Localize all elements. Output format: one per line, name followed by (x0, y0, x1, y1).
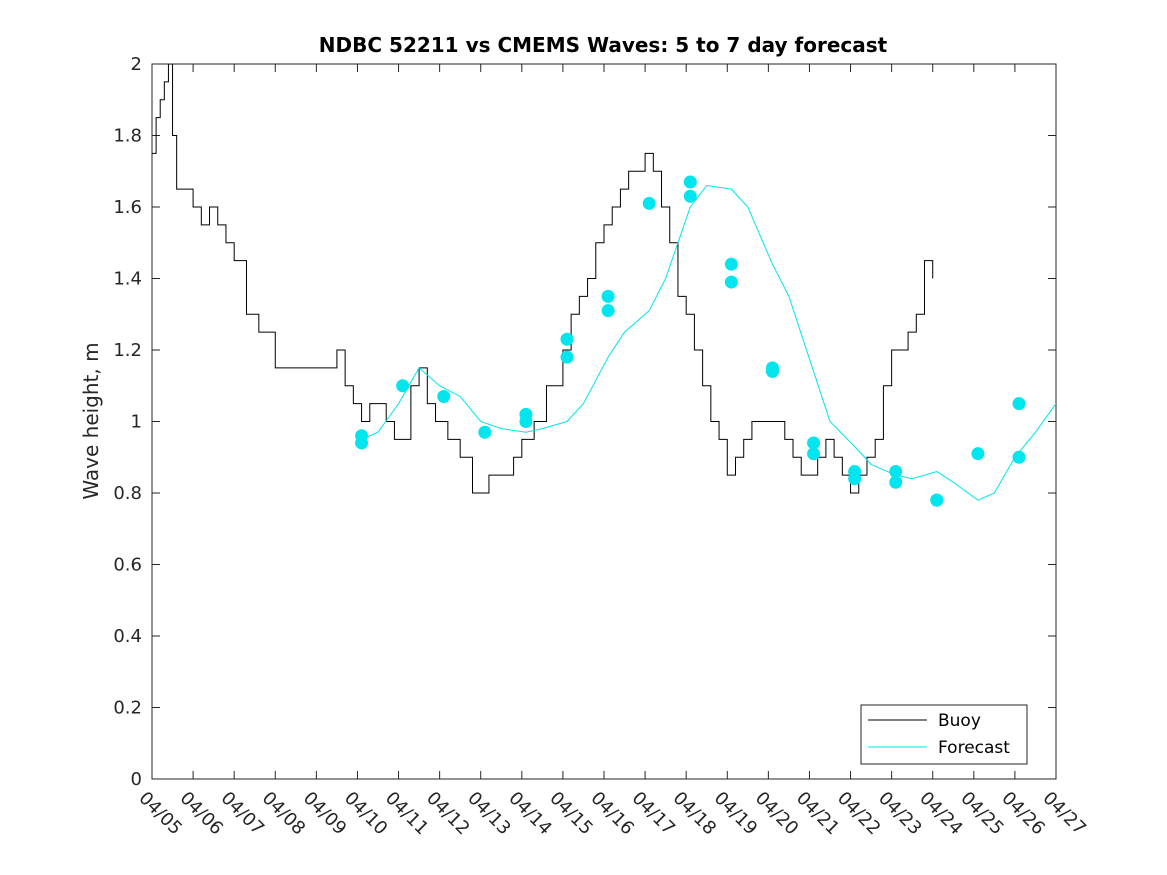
x-tick-label: 04/11 (381, 788, 433, 840)
forecast-marker (601, 304, 615, 318)
y-tick-label: 1 (131, 412, 142, 433)
forecast-marker (642, 196, 656, 210)
y-tick-label: 0.6 (113, 555, 142, 576)
forecast-marker (971, 447, 985, 461)
x-tick-label: 04/13 (463, 788, 515, 840)
x-tick-label: 04/24 (915, 788, 967, 840)
y-tick-label: 0.2 (113, 698, 142, 719)
x-tick-label: 04/10 (340, 788, 392, 840)
x-tick-label: 04/16 (586, 788, 638, 840)
x-tick-label: 04/26 (997, 788, 1049, 840)
forecast-marker (1012, 397, 1026, 411)
x-tick-label: 04/17 (628, 788, 680, 840)
y-tick-label: 1.4 (113, 269, 142, 290)
y-tick-label: 1.6 (113, 197, 142, 218)
forecast-marker (560, 350, 574, 364)
series-line-forecast (361, 185, 1056, 501)
forecast-marker (560, 332, 574, 346)
forecast-marker (478, 425, 492, 439)
x-tick-label: 04/08 (258, 788, 310, 840)
y-tick-label: 1.8 (113, 126, 142, 147)
forecast-marker (519, 415, 533, 428)
x-tick-label: 04/18 (669, 788, 721, 840)
legend: Buoy Forecast (860, 704, 1028, 765)
series-line-buoy (152, 64, 934, 494)
x-tick-label: 04/23 (874, 788, 926, 840)
forecast-marker (807, 447, 821, 461)
forecast-marker (889, 475, 903, 489)
plot-area (151, 63, 1057, 780)
x-tick-label: 04/12 (422, 788, 474, 840)
forecast-marker (1012, 450, 1026, 464)
legend-box (860, 704, 1028, 765)
y-axis: 0 0.2 0.4 0.6 0.8 1 1.2 1.4 1.6 1.8 2 (113, 54, 1056, 790)
forecast-marker (683, 175, 697, 189)
x-tick-label: 04/27 (1038, 788, 1090, 840)
y-tick-label: 2 (131, 54, 142, 75)
legend-buoy-label: Buoy (938, 711, 981, 731)
forecast-marker (724, 275, 738, 289)
forecast-marker (889, 465, 903, 479)
forecast-marker (848, 472, 862, 486)
series-layer (152, 64, 1056, 507)
x-tick-label: 04/19 (710, 788, 762, 840)
forecast-marker (765, 364, 779, 378)
x-tick-label: 04/25 (956, 788, 1008, 840)
x-tick-label: 04/06 (176, 788, 228, 840)
x-tick-label: 04/14 (504, 788, 556, 840)
forecast-marker (807, 436, 821, 450)
forecast-marker (601, 289, 615, 303)
forecast-marker (683, 189, 697, 203)
forecast-marker (355, 436, 369, 450)
forecast-marker (930, 493, 944, 507)
x-tick-label: 04/22 (833, 788, 885, 840)
y-tick-label: 0 (131, 769, 142, 790)
y-axis-label: Wave height, m (79, 342, 103, 499)
y-tick-label: 1.2 (113, 340, 142, 361)
chart-title: NDBC 52211 vs CMEMS Waves: 5 to 7 day fo… (319, 33, 888, 57)
x-tick-label: 04/05 (134, 788, 186, 840)
legend-forecast-label: Forecast (938, 738, 1010, 758)
y-tick-label: 0.4 (113, 626, 142, 647)
x-tick-label: 04/09 (299, 788, 351, 840)
forecast-marker (724, 257, 738, 271)
x-tick-label: 04/21 (792, 788, 844, 840)
x-tick-label: 04/15 (545, 788, 597, 840)
x-tick-label: 04/20 (751, 788, 803, 840)
y-tick-label: 0.8 (113, 483, 142, 504)
forecast-marker (396, 379, 410, 393)
forecast-marker (437, 389, 451, 403)
x-tick-label: 04/07 (217, 788, 269, 840)
